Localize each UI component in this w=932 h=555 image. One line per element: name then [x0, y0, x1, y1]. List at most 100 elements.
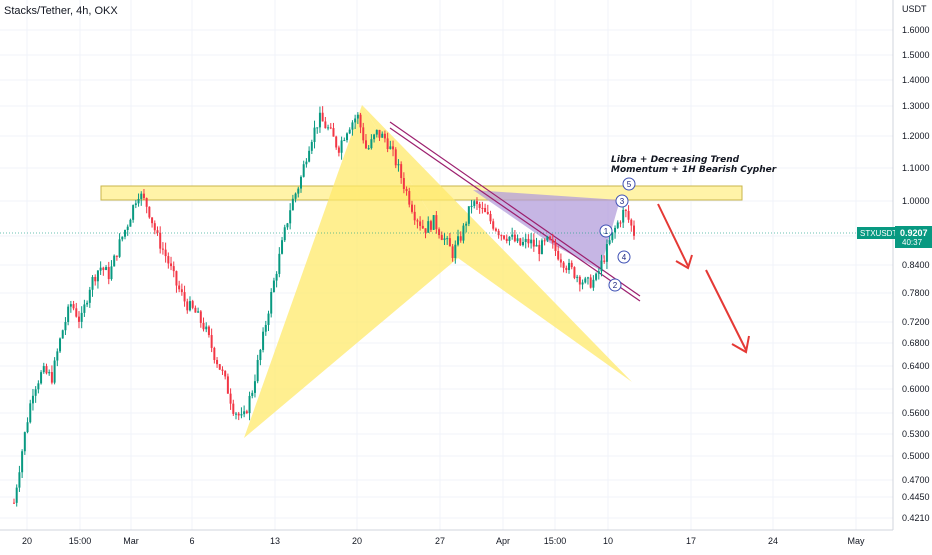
candle-body — [375, 129, 378, 135]
arrow-1-shaft[interactable] — [657, 203, 689, 267]
candle-body — [494, 228, 497, 231]
candle-body — [565, 267, 568, 271]
wave-label[interactable]: 4 — [617, 250, 631, 264]
arrow-2-shaft[interactable] — [705, 269, 747, 351]
candle — [256, 354, 259, 384]
candle — [630, 218, 633, 232]
candle — [251, 390, 254, 399]
candle — [530, 233, 533, 249]
wave-label-circle — [599, 224, 613, 238]
candle-body — [586, 277, 589, 279]
candle — [107, 261, 110, 285]
candle-body — [535, 244, 538, 247]
candle-body — [151, 217, 154, 224]
candle — [178, 280, 181, 293]
candle — [503, 235, 506, 240]
candle-body — [508, 236, 511, 241]
candle — [218, 363, 221, 371]
candle-body — [267, 313, 270, 325]
candle — [99, 261, 102, 275]
candle-body — [364, 140, 367, 149]
candles — [13, 106, 635, 507]
candle — [367, 145, 370, 150]
candle-body — [142, 193, 145, 199]
candle — [448, 233, 451, 247]
candle-body — [568, 262, 571, 271]
pattern-triangle-xab[interactable] — [244, 105, 458, 438]
candle — [126, 224, 129, 236]
candle-body — [337, 147, 340, 153]
candle — [633, 220, 635, 240]
candle-body — [554, 242, 557, 252]
wave-label[interactable]: 2 — [608, 278, 622, 292]
candle — [538, 240, 541, 262]
candle — [424, 228, 427, 239]
candle-body — [589, 277, 592, 288]
time-tick-label: 6 — [189, 536, 194, 546]
candle — [75, 302, 78, 318]
candle — [132, 204, 135, 223]
wave-labels: 1 2 3 4 5 — [599, 177, 636, 292]
trendline-upper[interactable] — [389, 121, 641, 297]
candle — [327, 124, 330, 131]
candle — [581, 279, 584, 290]
candle-body — [299, 176, 302, 189]
time-tick-label: 27 — [435, 536, 445, 546]
pattern-triangle-bcd[interactable] — [362, 105, 632, 382]
candle — [207, 325, 210, 338]
candle-body — [513, 234, 516, 242]
candle — [96, 269, 99, 289]
candle — [67, 304, 70, 326]
candle-body — [570, 262, 573, 268]
candle-body — [410, 204, 413, 212]
candle — [419, 216, 422, 231]
candle — [110, 260, 113, 281]
candle-body — [429, 221, 432, 230]
candle-body — [80, 312, 83, 322]
wave-label[interactable]: 1 — [599, 224, 613, 238]
candle-body — [191, 301, 194, 308]
time-tick-label: Apr — [496, 536, 510, 546]
candle — [394, 147, 397, 169]
candle — [511, 227, 514, 240]
candle-body — [256, 359, 259, 382]
candle-body — [124, 230, 127, 237]
candle — [557, 245, 560, 261]
candle-body — [324, 121, 327, 129]
candle — [267, 310, 270, 332]
candle-body — [305, 161, 308, 165]
wave-label[interactable]: 5 — [622, 177, 636, 191]
forecast-arrows[interactable] — [657, 203, 750, 354]
candle-body — [194, 307, 197, 313]
candle — [405, 186, 408, 196]
wave-label[interactable]: 3 — [615, 194, 629, 208]
last-price-badge[interactable] — [895, 226, 932, 248]
candle — [457, 229, 460, 247]
candle-body — [424, 228, 427, 233]
candle-body — [308, 150, 311, 162]
candle — [413, 204, 416, 225]
candle — [61, 329, 64, 339]
pattern-triangle-cypher[interactable] — [473, 190, 620, 270]
candle — [140, 191, 143, 206]
candle-body — [321, 112, 324, 122]
annotation-line-2: Momentum + 1H Bearish Cypher — [611, 165, 777, 175]
candle-body — [64, 322, 67, 331]
arrow-2-head[interactable] — [731, 335, 750, 354]
currency-label: USDT — [902, 4, 927, 14]
candle — [546, 235, 549, 243]
candle-body — [419, 221, 422, 226]
candle-body — [559, 259, 562, 263]
candle-body — [34, 389, 37, 396]
arrow-1-head[interactable] — [675, 254, 693, 270]
symbol-tag[interactable] — [857, 227, 895, 239]
wave-label-text: 3 — [620, 197, 625, 206]
candle — [381, 131, 384, 138]
candle — [332, 122, 335, 137]
candle-body — [175, 271, 178, 286]
candle-body — [310, 141, 313, 151]
candle-body — [603, 260, 606, 262]
candle-body — [543, 240, 546, 242]
candle — [64, 317, 67, 336]
